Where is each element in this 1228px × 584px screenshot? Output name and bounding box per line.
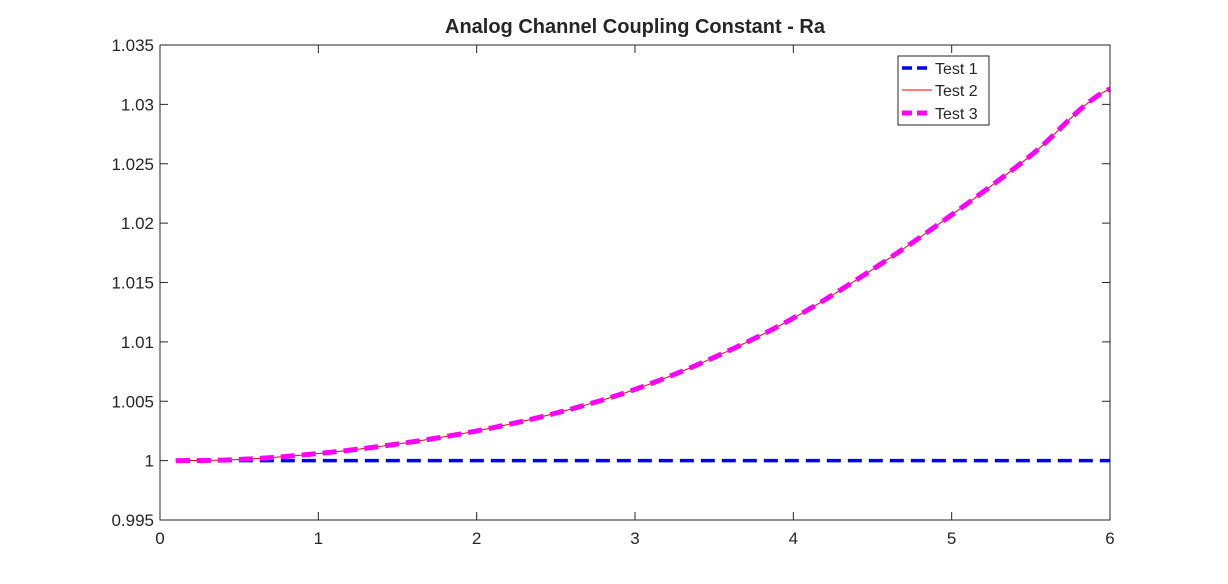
y-tick-label: 1.02 <box>121 214 154 233</box>
x-axis-ticks: 0 1 2 3 4 5 6 <box>155 45 1115 548</box>
y-tick-label: 1.035 <box>111 36 154 55</box>
x-tick-label: 2 <box>472 529 481 548</box>
y-tick-label: 1 <box>145 452 154 471</box>
x-tick-label: 3 <box>630 529 639 548</box>
legend: Test 1 Test 2 Test 3 <box>897 55 990 126</box>
axes-box <box>159 44 1111 521</box>
legend-label-test-2: Test 2 <box>935 83 978 100</box>
y-tick-label: 1.01 <box>121 333 154 352</box>
x-tick-label: 4 <box>789 529 798 548</box>
legend-label-test-1: Test 1 <box>935 61 978 78</box>
y-tick-label: 1.005 <box>111 392 154 411</box>
x-tick-label: 0 <box>155 529 164 548</box>
x-tick-label: 5 <box>947 529 956 548</box>
y-tick-label: 1.03 <box>121 95 154 114</box>
y-tick-label: 1.025 <box>111 155 154 174</box>
y-tick-label: 0.995 <box>111 511 154 530</box>
y-tick-label: 1.015 <box>111 274 154 293</box>
chart-title: Analog Channel Coupling Constant - Ra <box>445 16 826 38</box>
x-tick-label: 1 <box>314 529 323 548</box>
series-layer <box>175 86 1112 464</box>
series-line-test-3 <box>175 86 1112 464</box>
x-tick-label: 6 <box>1105 529 1114 548</box>
legend-label-test-3: Test 3 <box>935 106 978 123</box>
